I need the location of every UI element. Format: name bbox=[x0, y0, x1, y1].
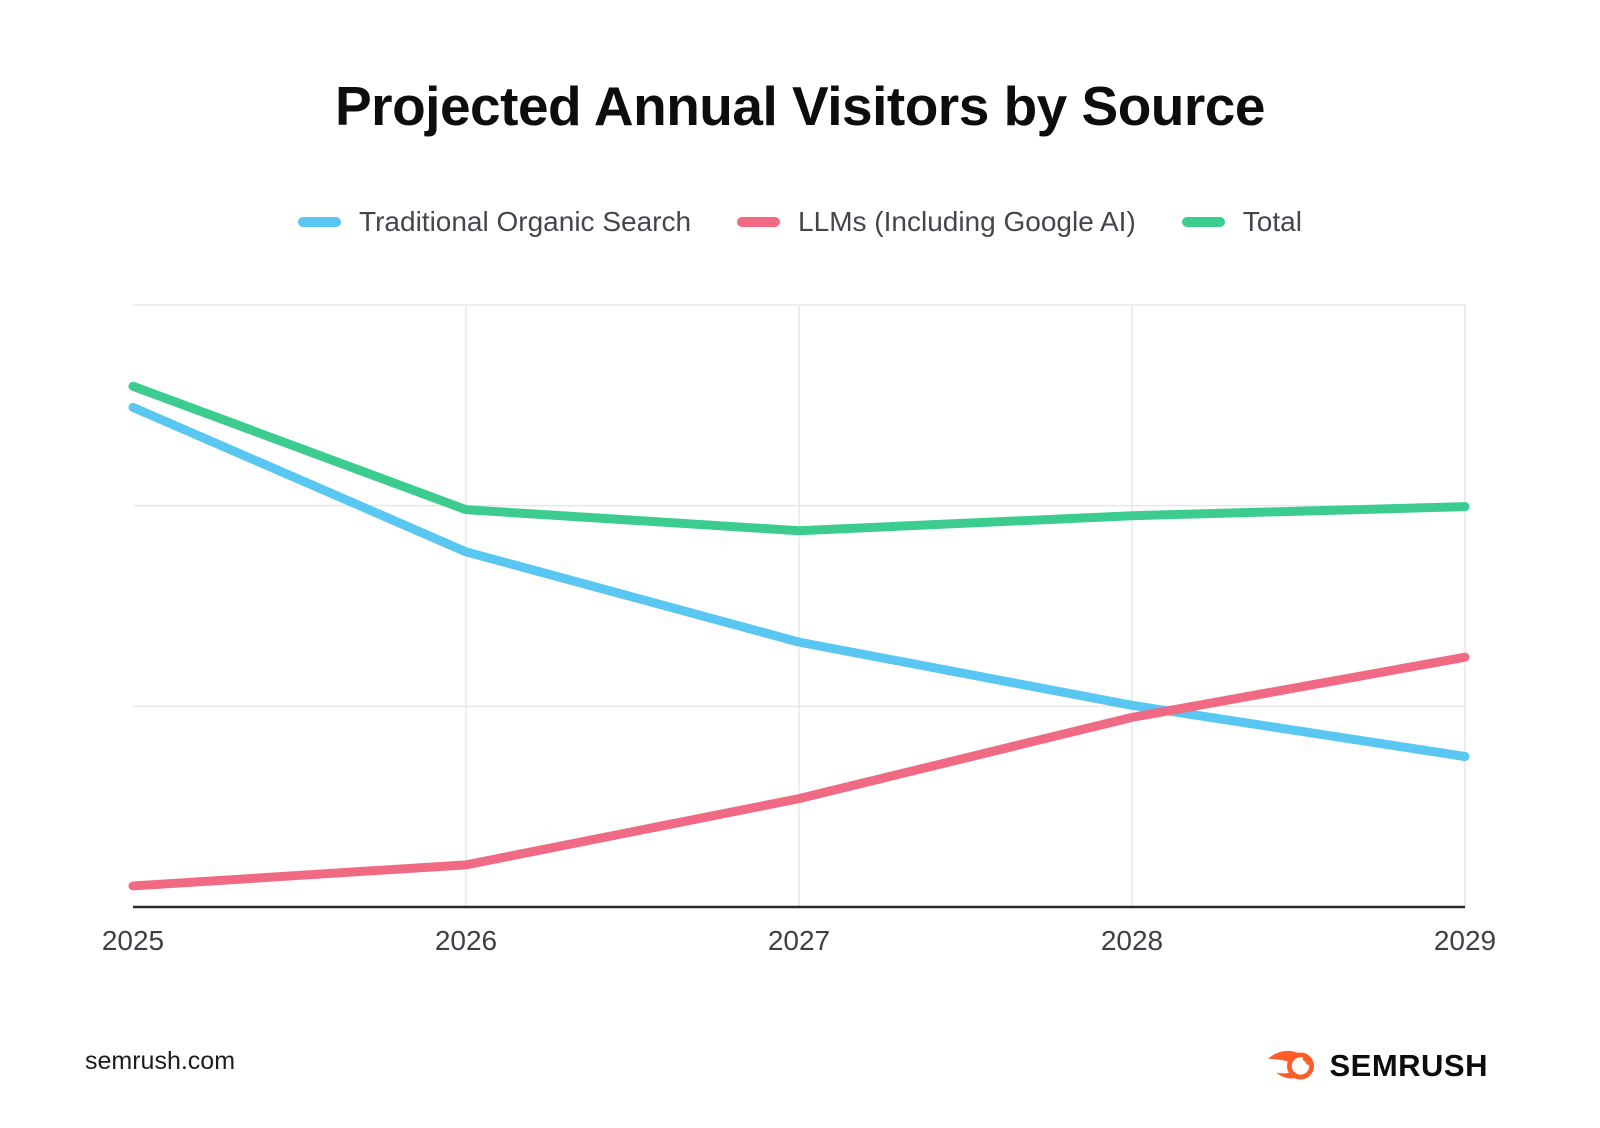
x-tick-label: 2028 bbox=[1101, 925, 1163, 956]
legend-item-total: Total bbox=[1181, 206, 1302, 238]
x-tick-label: 2026 bbox=[435, 925, 497, 956]
legend-swatch-icon bbox=[298, 217, 342, 227]
brand-wordmark: SEMRUSH bbox=[1329, 1048, 1488, 1083]
legend-swatch-icon bbox=[1181, 217, 1225, 227]
legend-item-llms-including-google-ai: LLMs (Including Google AI) bbox=[737, 206, 1136, 238]
brand-logo: SEMRUSH bbox=[1267, 1040, 1488, 1092]
chart-title: Projected Annual Visitors by Source bbox=[335, 75, 1266, 137]
legend-label: Total bbox=[1242, 206, 1302, 237]
legend-label: LLMs (Including Google AI) bbox=[798, 206, 1136, 237]
legend-item-traditional-organic-search: Traditional Organic Search bbox=[298, 206, 691, 238]
footer-website-text: semrush.com bbox=[85, 1047, 236, 1075]
chart-legend: Traditional Organic Search LLMs (Includin… bbox=[0, 206, 1600, 238]
series-line-traditional-organic-search bbox=[128, 402, 1470, 761]
legend-label: Traditional Organic Search bbox=[359, 206, 692, 237]
x-tick-label: 2029 bbox=[1434, 925, 1496, 956]
series-line-total bbox=[128, 381, 1470, 536]
semrush-comet-icon bbox=[1268, 1050, 1315, 1080]
legend-swatch-icon bbox=[737, 217, 781, 227]
x-tick-label: 2025 bbox=[102, 925, 164, 956]
series-line-llms-including-google-ai bbox=[128, 652, 1470, 891]
x-tick-label: 2027 bbox=[768, 925, 830, 956]
